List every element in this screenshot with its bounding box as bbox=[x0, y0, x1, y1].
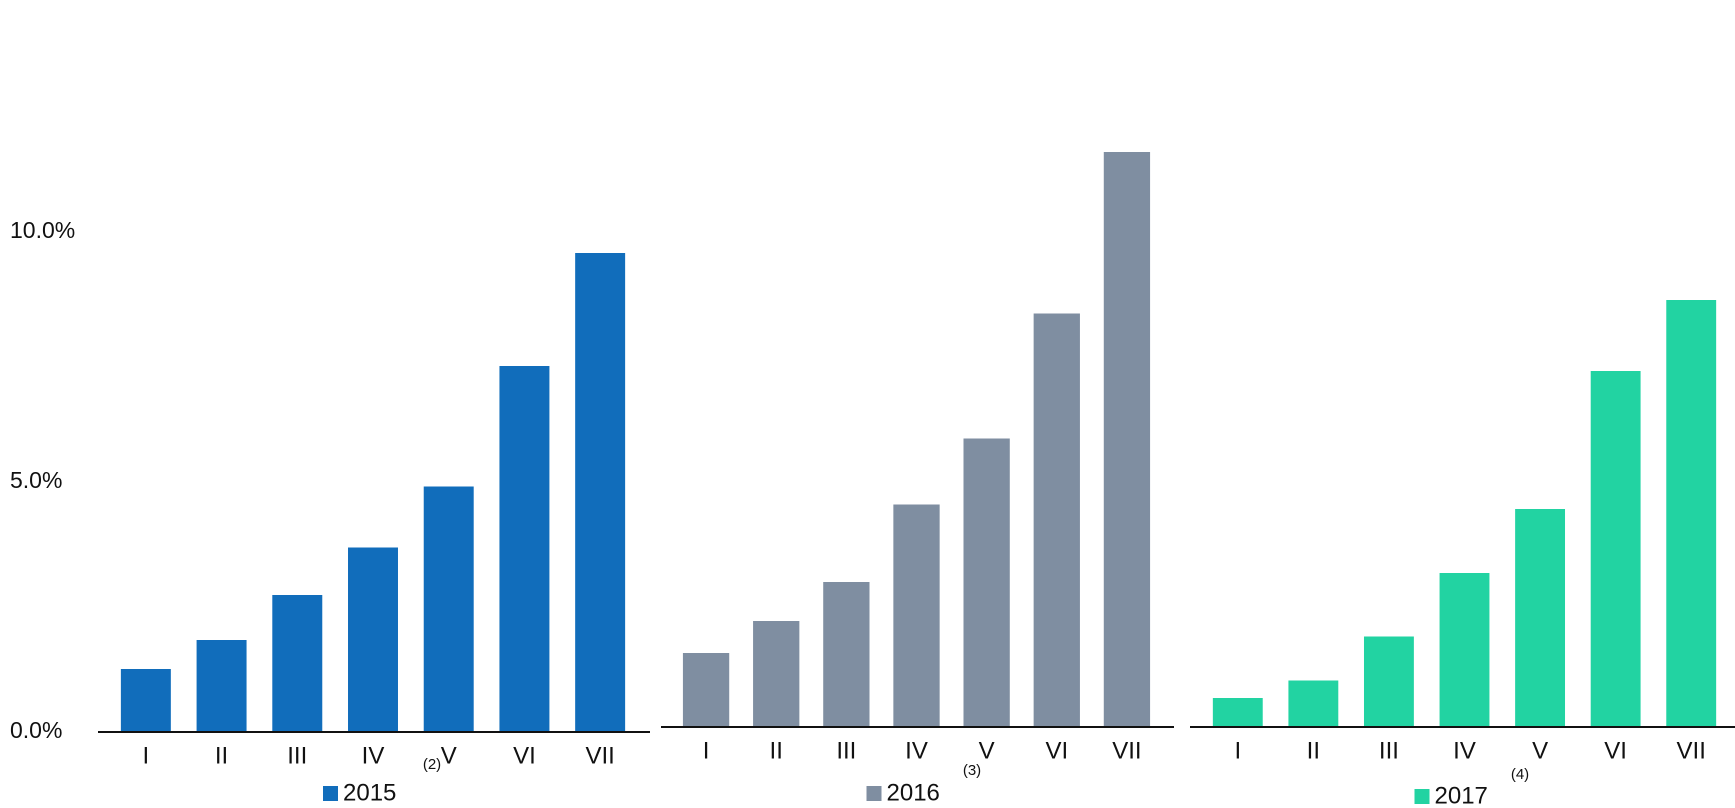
bar bbox=[1590, 371, 1641, 727]
x-tick-label: II bbox=[1307, 737, 1320, 764]
x-tick-label: IV bbox=[905, 737, 928, 764]
bar bbox=[1103, 152, 1151, 727]
bar bbox=[1033, 313, 1080, 727]
bar bbox=[348, 547, 398, 732]
bar bbox=[753, 621, 800, 727]
footnote-marker: (4) bbox=[1511, 766, 1529, 783]
bar bbox=[196, 640, 247, 732]
y-tick-label: 10.0% bbox=[10, 217, 75, 243]
bar bbox=[1212, 698, 1263, 727]
x-tick-label: IV bbox=[362, 742, 385, 769]
bar bbox=[575, 253, 626, 732]
bar bbox=[1515, 509, 1566, 727]
bar bbox=[423, 486, 474, 732]
x-tick-label: I bbox=[1234, 737, 1241, 764]
x-tick-label: II bbox=[770, 737, 783, 764]
x-tick-label: VI bbox=[1604, 737, 1627, 764]
legend-label: 2015 bbox=[343, 779, 396, 806]
x-tick-label: I bbox=[703, 737, 710, 764]
legend-swatch bbox=[1414, 789, 1430, 804]
bar bbox=[499, 366, 550, 732]
bar bbox=[823, 582, 870, 727]
x-tick-label: V bbox=[1532, 737, 1548, 764]
x-tick-label: VII bbox=[1112, 737, 1141, 764]
x-tick-label: III bbox=[836, 737, 856, 764]
x-tick-label: III bbox=[287, 742, 307, 769]
bar bbox=[963, 438, 1010, 727]
bar bbox=[120, 669, 171, 732]
x-tick-label: I bbox=[143, 742, 150, 769]
bar bbox=[1363, 636, 1414, 727]
y-tick-label: 5.0% bbox=[10, 467, 62, 493]
footnote-marker: (3) bbox=[963, 762, 981, 779]
legend-label: 2017 bbox=[1435, 782, 1488, 808]
bar bbox=[272, 595, 323, 732]
x-tick-label: VI bbox=[513, 742, 536, 769]
legend-swatch bbox=[866, 786, 882, 801]
x-tick-label: IV bbox=[1453, 737, 1476, 764]
bar bbox=[682, 653, 730, 727]
x-tick-label: III bbox=[1379, 737, 1399, 764]
legend-swatch bbox=[323, 786, 338, 801]
bar bbox=[1666, 300, 1717, 727]
x-tick-label: VII bbox=[1677, 737, 1706, 764]
x-tick-label: VI bbox=[1045, 737, 1068, 764]
x-tick-label: V bbox=[441, 742, 457, 769]
bar bbox=[1288, 680, 1339, 727]
x-tick-label: II bbox=[215, 742, 228, 769]
x-tick-label: V bbox=[979, 737, 995, 764]
footnote-marker: (2) bbox=[423, 756, 441, 773]
x-tick-label: VII bbox=[585, 742, 614, 769]
bar bbox=[893, 504, 940, 727]
bar bbox=[1439, 573, 1490, 727]
y-tick-label: 0.0% bbox=[10, 717, 62, 743]
legend-label: 2016 bbox=[887, 779, 940, 806]
